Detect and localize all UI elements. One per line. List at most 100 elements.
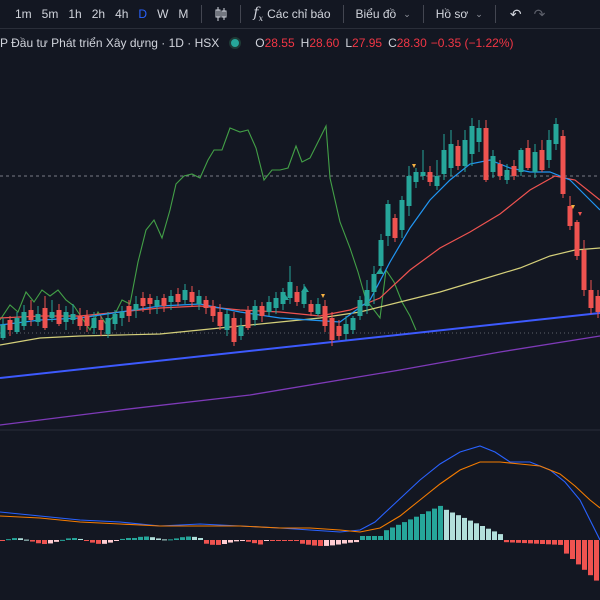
candle-body[interactable] (385, 204, 391, 236)
candle-body[interactable] (140, 298, 146, 306)
candle-body[interactable] (98, 320, 104, 330)
candle-body[interactable] (161, 298, 167, 306)
candle-body[interactable] (105, 318, 111, 334)
candle-body[interactable] (336, 326, 342, 336)
candle-body[interactable] (154, 300, 160, 306)
candle-body[interactable] (497, 164, 503, 176)
candle-body[interactable] (217, 312, 223, 326)
candle-body[interactable] (539, 150, 545, 170)
timeframe-4h[interactable]: 4h (115, 7, 129, 21)
candle-body[interactable] (301, 292, 307, 304)
candle-body[interactable] (322, 306, 328, 326)
indicators-button[interactable]: fx Các chỉ báo (249, 5, 334, 23)
candle-body[interactable] (581, 250, 587, 290)
candle-body[interactable] (420, 172, 426, 176)
candle-body[interactable] (56, 310, 62, 324)
buy-signal-marker[interactable] (281, 294, 289, 300)
price-chart[interactable] (0, 56, 600, 600)
candle-body[interactable] (490, 156, 496, 172)
candle-body[interactable] (119, 312, 125, 318)
candle-body[interactable] (168, 296, 174, 302)
candle-body[interactable] (203, 300, 209, 308)
candle-body[interactable] (350, 318, 356, 330)
candle-body[interactable] (476, 128, 482, 142)
candle-body[interactable] (91, 318, 97, 328)
candle-body[interactable] (259, 306, 265, 316)
candle-body[interactable] (413, 172, 419, 182)
timeframe-1m[interactable]: 1m (15, 7, 32, 21)
timeframe-d[interactable]: D (138, 7, 148, 21)
candle-body[interactable] (133, 304, 139, 310)
candle-body[interactable] (196, 296, 202, 304)
candle-body[interactable] (210, 306, 216, 316)
candle-body[interactable] (273, 298, 279, 308)
profile-button[interactable]: Hồ sơ ⌄ (432, 7, 487, 21)
candle-body[interactable] (42, 308, 48, 328)
chart-style-button[interactable] (210, 6, 232, 22)
candle-body[interactable] (546, 140, 552, 160)
timeframe-w[interactable]: W (157, 7, 169, 21)
candle-body[interactable] (553, 124, 559, 144)
candle-body[interactable] (567, 206, 573, 226)
sell-signal-marker[interactable] (321, 294, 325, 298)
sell-signal-marker[interactable] (578, 212, 582, 216)
candle-body[interactable] (7, 320, 13, 330)
candle-body[interactable] (287, 282, 293, 298)
candle-body[interactable] (70, 314, 76, 320)
sell-signal-marker[interactable] (571, 205, 575, 209)
candle-body[interactable] (63, 312, 69, 322)
support-trendline[interactable] (0, 312, 600, 379)
candle-body[interactable] (462, 140, 468, 166)
candle-body[interactable] (455, 146, 461, 166)
candle-body[interactable] (182, 290, 188, 300)
candle-body[interactable] (504, 170, 510, 180)
candle-body[interactable] (427, 172, 433, 182)
candle-body[interactable] (77, 316, 83, 326)
buy-signal-marker[interactable] (376, 268, 384, 274)
candle-body[interactable] (392, 218, 398, 238)
buy-signal-marker[interactable] (301, 286, 309, 292)
candle-body[interactable] (448, 144, 454, 168)
candle-body[interactable] (0, 325, 6, 338)
timeframe-m[interactable]: M (178, 7, 189, 21)
candle-body[interactable] (560, 136, 566, 194)
undo-icon[interactable]: ↶ (509, 5, 522, 22)
candle-body[interactable] (343, 324, 349, 334)
timeframe-5m[interactable]: 5m (41, 7, 59, 21)
candle-body[interactable] (315, 304, 321, 314)
candle-body[interactable] (357, 300, 363, 316)
candle-body[interactable] (189, 292, 195, 302)
symbol-title[interactable]: P Đầu tư Phát triển Xây dựng · 1D · HSX (0, 36, 220, 50)
candle-body[interactable] (329, 318, 335, 340)
redo-icon[interactable]: ↷ (533, 5, 546, 22)
candle-body[interactable] (266, 302, 272, 312)
candle-body[interactable] (406, 176, 412, 206)
candle-body[interactable] (434, 176, 440, 186)
candle-body[interactable] (595, 296, 600, 312)
candle-body[interactable] (238, 326, 244, 336)
candle-body[interactable] (175, 294, 181, 302)
candle-body[interactable] (483, 128, 489, 180)
candle-body[interactable] (378, 240, 384, 266)
candle-body[interactable] (511, 166, 517, 176)
candle-body[interactable] (371, 274, 377, 292)
candle-body[interactable] (49, 312, 55, 318)
candle-body[interactable] (252, 306, 258, 320)
candle-body[interactable] (532, 152, 538, 172)
candle-body[interactable] (441, 150, 447, 174)
candle-body[interactable] (21, 312, 27, 326)
candle-body[interactable] (224, 314, 230, 330)
candle-body[interactable] (574, 222, 580, 256)
candle-body[interactable] (14, 318, 20, 332)
timeframe-1h[interactable]: 1h (68, 7, 82, 21)
candle-body[interactable] (525, 148, 531, 168)
candle-body[interactable] (245, 310, 251, 328)
candle-body[interactable] (364, 290, 370, 306)
candle-body[interactable] (147, 298, 153, 304)
timeframe-2h[interactable]: 2h (91, 7, 106, 21)
chart-type-button[interactable]: Biểu đồ ⌄ (352, 7, 415, 21)
candle-body[interactable] (84, 316, 90, 326)
candle-body[interactable] (588, 290, 594, 308)
candle-body[interactable] (112, 314, 118, 324)
candle-body[interactable] (469, 126, 475, 154)
